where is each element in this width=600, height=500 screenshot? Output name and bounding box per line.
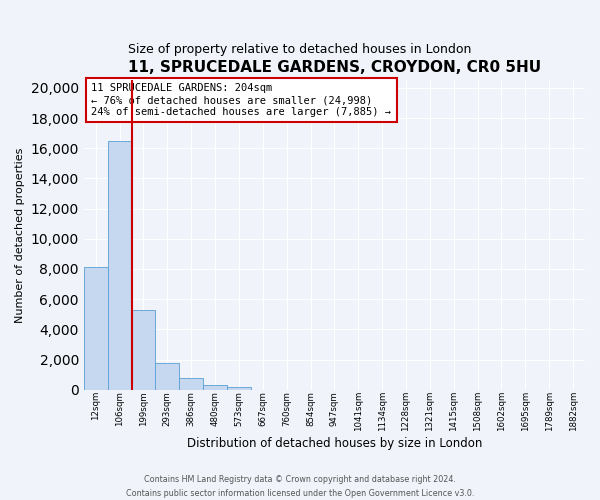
Bar <box>107 140 131 390</box>
Text: 11 SPRUCEDALE GARDENS: 204sqm
← 76% of detached houses are smaller (24,998)
24% : 11 SPRUCEDALE GARDENS: 204sqm ← 76% of d… <box>91 84 391 116</box>
Text: Contains HM Land Registry data © Crown copyright and database right 2024.
Contai: Contains HM Land Registry data © Crown c… <box>126 476 474 498</box>
Bar <box>179 378 203 390</box>
Text: Size of property relative to detached houses in London: Size of property relative to detached ho… <box>128 42 472 56</box>
X-axis label: Distribution of detached houses by size in London: Distribution of detached houses by size … <box>187 437 482 450</box>
Bar <box>131 310 155 390</box>
Bar <box>203 385 227 390</box>
Bar <box>155 362 179 390</box>
Y-axis label: Number of detached properties: Number of detached properties <box>15 148 25 322</box>
Title: 11, SPRUCEDALE GARDENS, CROYDON, CR0 5HU: 11, SPRUCEDALE GARDENS, CROYDON, CR0 5HU <box>128 60 541 75</box>
Bar <box>84 268 107 390</box>
Bar <box>227 386 251 390</box>
